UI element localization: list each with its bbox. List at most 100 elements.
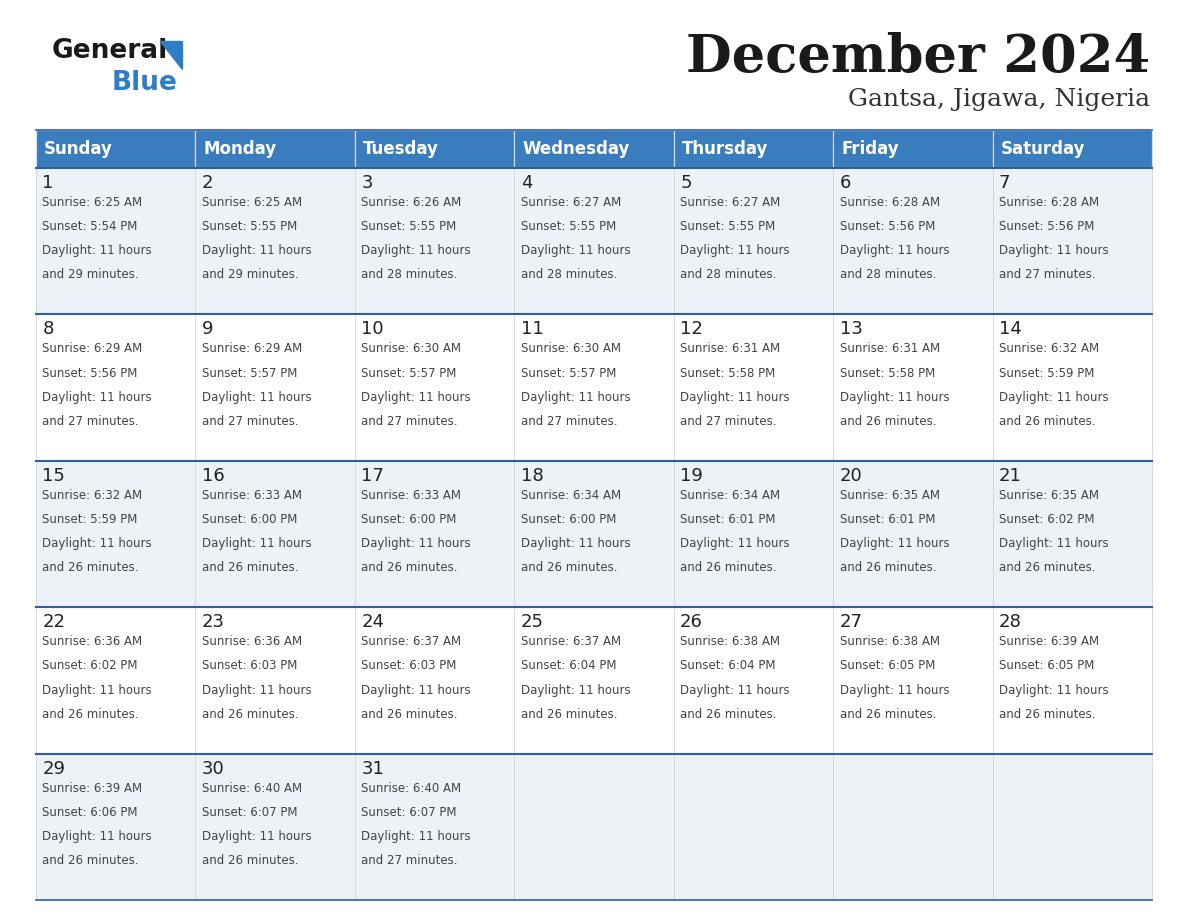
Text: Sunset: 6:06 PM: Sunset: 6:06 PM xyxy=(43,806,138,819)
Text: 27: 27 xyxy=(840,613,862,632)
Text: December 2024: December 2024 xyxy=(685,32,1150,83)
Text: Sunrise: 6:27 AM: Sunrise: 6:27 AM xyxy=(680,196,781,209)
Text: Sunset: 5:55 PM: Sunset: 5:55 PM xyxy=(680,220,776,233)
Text: 6: 6 xyxy=(840,174,851,192)
Text: Sunrise: 6:33 AM: Sunrise: 6:33 AM xyxy=(202,488,302,502)
Text: Daylight: 11 hours: Daylight: 11 hours xyxy=(202,391,311,404)
Bar xyxy=(36,314,196,461)
Text: Sunset: 5:57 PM: Sunset: 5:57 PM xyxy=(202,366,297,379)
Text: Daylight: 11 hours: Daylight: 11 hours xyxy=(361,830,470,843)
Text: Sunrise: 6:28 AM: Sunrise: 6:28 AM xyxy=(999,196,1099,209)
Bar xyxy=(196,607,355,754)
Text: 22: 22 xyxy=(43,613,65,632)
Text: Sunset: 6:07 PM: Sunset: 6:07 PM xyxy=(202,806,297,819)
Text: Daylight: 11 hours: Daylight: 11 hours xyxy=(202,244,311,257)
Text: and 29 minutes.: and 29 minutes. xyxy=(43,268,139,282)
Bar xyxy=(355,130,514,168)
Text: and 26 minutes.: and 26 minutes. xyxy=(43,708,139,721)
Text: and 27 minutes.: and 27 minutes. xyxy=(520,415,617,428)
Bar xyxy=(36,754,196,900)
Bar xyxy=(992,607,1152,754)
Text: Sunrise: 6:29 AM: Sunrise: 6:29 AM xyxy=(202,342,302,355)
Text: and 26 minutes.: and 26 minutes. xyxy=(840,415,936,428)
Text: 20: 20 xyxy=(840,466,862,485)
Text: and 26 minutes.: and 26 minutes. xyxy=(520,561,617,575)
Text: Sunrise: 6:40 AM: Sunrise: 6:40 AM xyxy=(202,781,302,795)
Bar xyxy=(674,607,833,754)
Text: Sunrise: 6:28 AM: Sunrise: 6:28 AM xyxy=(840,196,940,209)
Text: Daylight: 11 hours: Daylight: 11 hours xyxy=(361,391,470,404)
Text: 30: 30 xyxy=(202,759,225,778)
Bar xyxy=(355,754,514,900)
Text: Gantsa, Jigawa, Nigeria: Gantsa, Jigawa, Nigeria xyxy=(848,88,1150,111)
Text: Sunrise: 6:35 AM: Sunrise: 6:35 AM xyxy=(840,488,940,502)
Text: and 27 minutes.: and 27 minutes. xyxy=(361,854,457,868)
Text: Sunrise: 6:37 AM: Sunrise: 6:37 AM xyxy=(520,635,621,648)
Text: 13: 13 xyxy=(840,320,862,339)
Text: and 29 minutes.: and 29 minutes. xyxy=(202,268,298,282)
Text: Sunset: 6:05 PM: Sunset: 6:05 PM xyxy=(840,659,935,672)
Bar xyxy=(833,314,992,461)
Bar xyxy=(833,461,992,607)
Text: and 27 minutes.: and 27 minutes. xyxy=(202,415,298,428)
Text: Sunset: 5:55 PM: Sunset: 5:55 PM xyxy=(361,220,456,233)
Bar xyxy=(355,168,514,314)
Text: Sunset: 5:56 PM: Sunset: 5:56 PM xyxy=(840,220,935,233)
Text: Sunset: 6:03 PM: Sunset: 6:03 PM xyxy=(202,659,297,672)
Text: Daylight: 11 hours: Daylight: 11 hours xyxy=(999,391,1108,404)
Text: Sunset: 5:56 PM: Sunset: 5:56 PM xyxy=(43,366,138,379)
Text: 1: 1 xyxy=(43,174,53,192)
Text: Daylight: 11 hours: Daylight: 11 hours xyxy=(43,244,152,257)
Text: General: General xyxy=(52,38,169,64)
Text: Sunset: 6:01 PM: Sunset: 6:01 PM xyxy=(840,513,935,526)
Text: Sunset: 6:04 PM: Sunset: 6:04 PM xyxy=(520,659,617,672)
Text: and 26 minutes.: and 26 minutes. xyxy=(520,708,617,721)
Text: Sunset: 5:58 PM: Sunset: 5:58 PM xyxy=(840,366,935,379)
Text: Sunrise: 6:32 AM: Sunrise: 6:32 AM xyxy=(999,342,1099,355)
Text: Daylight: 11 hours: Daylight: 11 hours xyxy=(361,244,470,257)
Text: 31: 31 xyxy=(361,759,384,778)
Text: Daylight: 11 hours: Daylight: 11 hours xyxy=(520,391,631,404)
Text: Sunrise: 6:38 AM: Sunrise: 6:38 AM xyxy=(680,635,781,648)
Bar xyxy=(196,314,355,461)
Text: and 26 minutes.: and 26 minutes. xyxy=(43,854,139,868)
Text: and 26 minutes.: and 26 minutes. xyxy=(43,561,139,575)
Text: Sunrise: 6:38 AM: Sunrise: 6:38 AM xyxy=(840,635,940,648)
Text: Sunrise: 6:29 AM: Sunrise: 6:29 AM xyxy=(43,342,143,355)
Text: 17: 17 xyxy=(361,466,384,485)
Text: 5: 5 xyxy=(680,174,691,192)
Text: and 26 minutes.: and 26 minutes. xyxy=(680,561,777,575)
Bar xyxy=(355,461,514,607)
Text: Daylight: 11 hours: Daylight: 11 hours xyxy=(520,244,631,257)
Text: and 26 minutes.: and 26 minutes. xyxy=(202,561,298,575)
Bar xyxy=(355,314,514,461)
Text: Blue: Blue xyxy=(112,70,178,96)
Text: 11: 11 xyxy=(520,320,543,339)
Text: Daylight: 11 hours: Daylight: 11 hours xyxy=(680,684,790,697)
Text: Daylight: 11 hours: Daylight: 11 hours xyxy=(520,537,631,550)
Text: and 26 minutes.: and 26 minutes. xyxy=(999,708,1095,721)
Text: 2: 2 xyxy=(202,174,214,192)
Bar xyxy=(514,130,674,168)
Bar xyxy=(36,168,196,314)
Text: Wednesday: Wednesday xyxy=(523,140,630,158)
Text: and 27 minutes.: and 27 minutes. xyxy=(361,415,457,428)
Text: Daylight: 11 hours: Daylight: 11 hours xyxy=(202,830,311,843)
Text: Daylight: 11 hours: Daylight: 11 hours xyxy=(999,537,1108,550)
Text: Sunset: 6:07 PM: Sunset: 6:07 PM xyxy=(361,806,456,819)
Text: Thursday: Thursday xyxy=(682,140,769,158)
Text: Daylight: 11 hours: Daylight: 11 hours xyxy=(361,684,470,697)
Text: Sunrise: 6:25 AM: Sunrise: 6:25 AM xyxy=(43,196,143,209)
Bar xyxy=(992,168,1152,314)
Bar xyxy=(674,754,833,900)
Text: 28: 28 xyxy=(999,613,1022,632)
Bar xyxy=(833,607,992,754)
Bar xyxy=(992,130,1152,168)
Text: and 26 minutes.: and 26 minutes. xyxy=(202,854,298,868)
Text: 14: 14 xyxy=(999,320,1022,339)
Bar xyxy=(196,130,355,168)
Text: Monday: Monday xyxy=(203,140,277,158)
Text: and 28 minutes.: and 28 minutes. xyxy=(680,268,777,282)
Text: 15: 15 xyxy=(43,466,65,485)
Text: Sunrise: 6:30 AM: Sunrise: 6:30 AM xyxy=(520,342,620,355)
